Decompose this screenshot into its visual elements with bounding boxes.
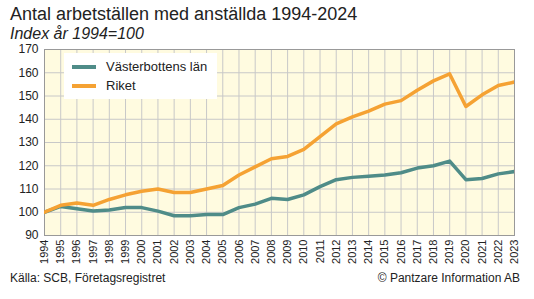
html-text:Västerbottens län: Västerbottens län bbox=[106, 59, 208, 74]
svg-text:2001: 2001 bbox=[151, 240, 163, 264]
svg-text:2004: 2004 bbox=[200, 240, 212, 264]
html-text:Antal arbetställen med anställ: Antal arbetställen med anställda 1994-20… bbox=[10, 4, 358, 24]
svg-text:110: 110 bbox=[19, 182, 38, 196]
svg-text:2006: 2006 bbox=[233, 240, 245, 264]
svg-text:2000: 2000 bbox=[135, 240, 147, 264]
svg-text:140: 140 bbox=[18, 112, 38, 126]
svg-text:2017: 2017 bbox=[411, 240, 423, 264]
svg-text:1997: 1997 bbox=[87, 240, 99, 264]
svg-text:2011: 2011 bbox=[314, 240, 326, 264]
svg-text:2019: 2019 bbox=[443, 240, 455, 264]
svg-text:2002: 2002 bbox=[168, 240, 180, 264]
svg-text:2007: 2007 bbox=[249, 240, 261, 264]
svg-text:2015: 2015 bbox=[378, 240, 390, 264]
html-text:Index år 1994=100: Index år 1994=100 bbox=[10, 25, 144, 42]
svg-text:2014: 2014 bbox=[362, 240, 374, 264]
svg-text:2023: 2023 bbox=[508, 240, 520, 264]
svg-text:2008: 2008 bbox=[265, 240, 277, 264]
svg-text:2003: 2003 bbox=[184, 240, 196, 264]
svg-text:1996: 1996 bbox=[70, 240, 82, 264]
svg-text:1994: 1994 bbox=[38, 240, 50, 264]
svg-text:120: 120 bbox=[18, 159, 38, 173]
svg-text:2009: 2009 bbox=[281, 240, 293, 264]
svg-text:150: 150 bbox=[18, 89, 38, 103]
svg-text:2013: 2013 bbox=[346, 240, 358, 264]
svg-text:2022: 2022 bbox=[492, 240, 504, 264]
svg-text:160: 160 bbox=[18, 66, 38, 80]
svg-text:2021: 2021 bbox=[476, 240, 488, 264]
svg-text:2010: 2010 bbox=[297, 240, 309, 264]
svg-text:1999: 1999 bbox=[119, 240, 131, 264]
svg-text:1998: 1998 bbox=[103, 240, 115, 264]
svg-text:2020: 2020 bbox=[459, 240, 471, 264]
html-text:Källa: SCB, Företagsregistret: Källa: SCB, Företagsregistret bbox=[10, 271, 166, 285]
svg-text:100: 100 bbox=[18, 205, 38, 219]
html-text:Riket: Riket bbox=[106, 78, 136, 93]
svg-text:1995: 1995 bbox=[54, 240, 66, 264]
svg-text:2005: 2005 bbox=[216, 240, 228, 264]
svg-text:2012: 2012 bbox=[330, 240, 342, 264]
svg-text:90: 90 bbox=[25, 228, 39, 242]
svg-text:2016: 2016 bbox=[395, 240, 407, 264]
svg-text:2018: 2018 bbox=[427, 240, 439, 264]
svg-text:130: 130 bbox=[18, 135, 38, 149]
svg-text:170: 170 bbox=[18, 43, 38, 56]
html-text:© Pantzare Information AB: © Pantzare Information AB bbox=[377, 271, 520, 285]
